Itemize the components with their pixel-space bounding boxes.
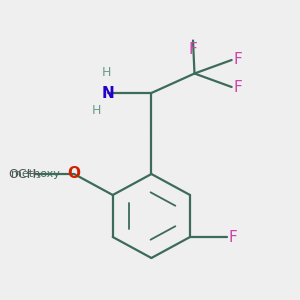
Text: F: F	[233, 80, 242, 94]
Text: OCH₃: OCH₃	[8, 167, 41, 181]
Text: F: F	[233, 52, 242, 68]
Text: H: H	[102, 67, 112, 80]
Text: O: O	[68, 167, 81, 182]
Text: H: H	[92, 103, 101, 116]
Text: N: N	[102, 85, 115, 100]
Text: F: F	[229, 230, 237, 244]
Text: F: F	[189, 42, 197, 57]
Text: methoxy: methoxy	[11, 169, 60, 179]
